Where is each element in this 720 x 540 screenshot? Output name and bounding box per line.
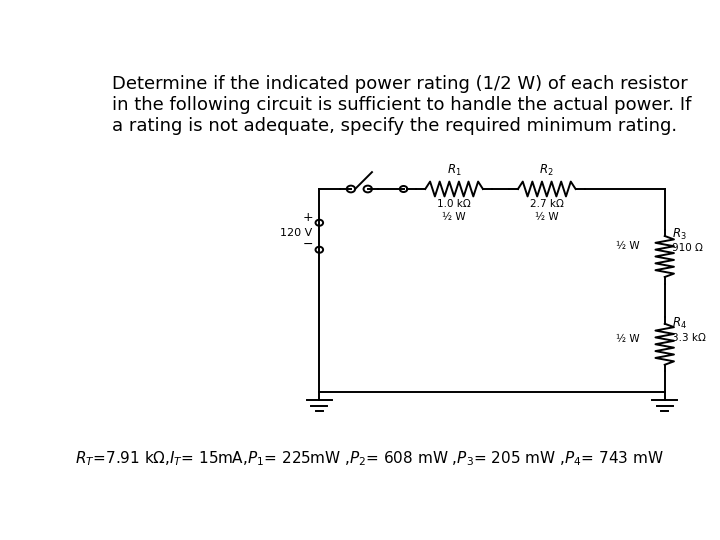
Text: −: − xyxy=(302,238,312,251)
Text: +: + xyxy=(302,211,312,224)
Text: Determine if the indicated power rating (1/2 W) of each resistor
in the followin: Determine if the indicated power rating … xyxy=(112,75,692,135)
Text: ½ W: ½ W xyxy=(535,212,559,222)
Text: ½ W: ½ W xyxy=(442,212,466,222)
Text: 2.7 kΩ: 2.7 kΩ xyxy=(530,199,564,208)
Text: 120 V: 120 V xyxy=(280,228,312,238)
Text: $R_3$: $R_3$ xyxy=(672,227,687,242)
Text: 3.3 kΩ: 3.3 kΩ xyxy=(672,333,706,343)
Text: $R_1$: $R_1$ xyxy=(447,163,462,178)
Text: $R_T$=7.91 k$\Omega$,$I_T$= 15mA,$P_1$= 225mW ,$P_2$= 608 mW ,$P_3$= 205 mW ,$P_: $R_T$=7.91 k$\Omega$,$I_T$= 15mA,$P_1$= … xyxy=(75,449,663,468)
Text: 1.0 kΩ: 1.0 kΩ xyxy=(437,199,471,208)
Text: $R_4$: $R_4$ xyxy=(672,316,687,332)
Text: ½ W: ½ W xyxy=(616,241,639,252)
Text: 910 Ω: 910 Ω xyxy=(672,244,703,253)
Text: ½ W: ½ W xyxy=(616,334,639,344)
Text: $R_2$: $R_2$ xyxy=(539,163,554,178)
